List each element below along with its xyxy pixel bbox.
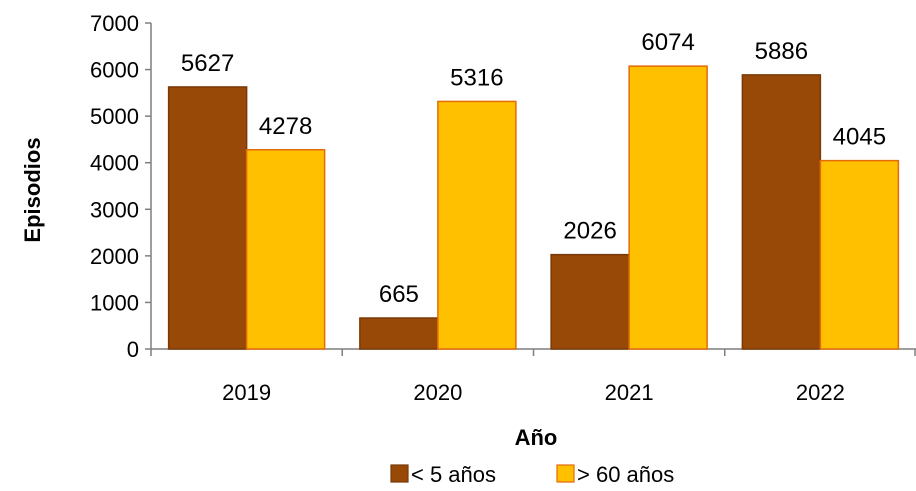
data-label: 5886 [755, 38, 808, 65]
x-tick-label: 2022 [796, 380, 845, 405]
bar--60-a-os-2021 [628, 65, 708, 350]
y-tick-label: 1000 [90, 290, 139, 315]
data-labels: 5627 665 2026 5886 4278 5316 6074 4045 [181, 29, 886, 308]
bar--5-a-os-2019 [167, 86, 248, 350]
data-label: 5316 [450, 64, 503, 91]
bar--5-a-os-2021 [550, 253, 630, 350]
legend-swatch-over-60 [556, 464, 575, 483]
data-label: 6074 [641, 29, 694, 56]
y-tick-label: 4000 [90, 151, 139, 176]
data-label: 4278 [259, 113, 312, 140]
x-tick-label: 2020 [413, 380, 462, 405]
y-tick-label: 0 [127, 337, 139, 362]
x-axis-title: Año [515, 425, 558, 450]
bar--60-a-os-2022 [819, 159, 900, 350]
bar--5-a-os-2020 [359, 317, 439, 350]
data-label: 2026 [563, 218, 616, 245]
data-label: 665 [379, 281, 419, 308]
legend: < 5 años > 60 años [390, 462, 674, 487]
x-tick-label: 2021 [605, 380, 654, 405]
legend-swatch-under-5 [390, 464, 409, 483]
bar--60-a-os-2019 [245, 149, 326, 350]
y-tick-label: 3000 [90, 197, 139, 222]
y-axis: 0 1000 2000 3000 4000 5000 6000 7000 [90, 11, 152, 362]
bar--60-a-os-2020 [437, 100, 517, 350]
legend-label-under-5: < 5 años [411, 462, 496, 487]
bars [167, 65, 900, 350]
y-tick-label: 5000 [90, 104, 139, 129]
y-tick-label: 2000 [90, 244, 139, 269]
bar--5-a-os-2022 [741, 74, 822, 350]
y-tick-label: 7000 [90, 11, 139, 36]
data-label: 5627 [181, 50, 234, 77]
data-label: 4045 [833, 124, 886, 151]
y-axis-title: Episodios [20, 137, 45, 242]
x-tick-label: 2019 [222, 380, 271, 405]
y-tick-label: 6000 [90, 58, 139, 83]
legend-label-over-60: > 60 años [577, 462, 674, 487]
x-axis: 2019 2020 2021 2022 [150, 348, 916, 405]
